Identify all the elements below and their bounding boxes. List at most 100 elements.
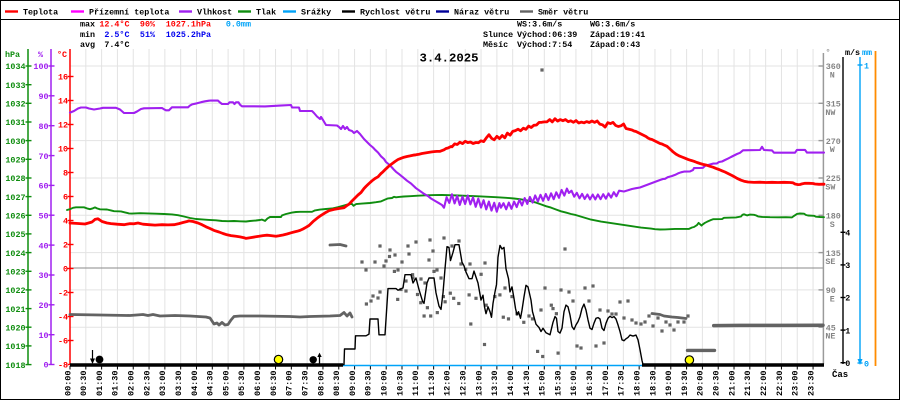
svg-text:135: 135 [826,249,841,259]
svg-text:Přízemní teplota: Přízemní teplota [89,8,169,18]
svg-text:07:30: 07:30 [300,370,310,396]
svg-text:-4: -4 [58,313,68,323]
svg-text:05:30: 05:30 [237,370,247,396]
svg-text:13:30: 13:30 [490,370,500,396]
svg-text:max: max [80,20,95,30]
svg-text:Směr větru: Směr větru [538,8,588,18]
svg-text:min: min [80,30,95,40]
svg-text:1025.2hPa: 1025.2hPa [166,30,211,40]
svg-text:0: 0 [43,361,48,371]
svg-text:11:30: 11:30 [427,370,437,396]
svg-text:NW: NW [825,108,836,118]
svg-text:E: E [830,294,835,304]
svg-text:S: S [830,220,835,230]
svg-text:Východ:06:39: Východ:06:39 [517,30,577,40]
svg-text:6: 6 [63,193,68,203]
svg-text:1032: 1032 [5,100,25,110]
svg-text:16:00: 16:00 [569,370,579,396]
svg-text:23:30: 23:30 [806,370,816,396]
svg-text:SE: SE [825,257,835,267]
svg-text:1020: 1020 [5,323,25,333]
svg-text:22:30: 22:30 [775,370,785,396]
svg-text:02:30: 02:30 [142,370,152,396]
svg-text:16: 16 [58,73,68,83]
svg-text:01:00: 01:00 [95,370,105,396]
svg-text:Náraz větru: Náraz větru [454,8,509,18]
svg-text:2: 2 [845,294,850,304]
svg-text:08:00: 08:00 [316,370,326,396]
svg-text:1025: 1025 [5,230,25,240]
svg-text:-8: -8 [58,361,68,371]
svg-text:Západ:0:43: Západ:0:43 [590,40,640,50]
svg-text:Srážky: Srážky [301,8,331,18]
svg-text:Vlhkost: Vlhkost [197,8,232,18]
svg-text:Teplota: Teplota [23,8,58,18]
svg-text:08:30: 08:30 [332,370,342,396]
svg-text:12:30: 12:30 [459,370,469,396]
svg-text:23:00: 23:00 [791,370,801,396]
svg-text:Měsíc: Měsíc [483,40,508,50]
svg-text:1022: 1022 [5,286,25,296]
svg-text:225: 225 [826,174,841,184]
svg-text:SW: SW [825,183,836,193]
svg-text:2.5°C: 2.5°C [104,30,129,40]
svg-text:16:30: 16:30 [585,370,595,396]
svg-text:1027: 1027 [5,193,25,203]
svg-text:06:00: 06:00 [253,370,263,396]
svg-text:12:00: 12:00 [443,370,453,396]
svg-text:18:00: 18:00 [632,370,642,396]
svg-text:19:00: 19:00 [664,370,674,396]
svg-text:14:00: 14:00 [506,370,516,396]
svg-text:0.0mm: 0.0mm [226,20,251,30]
svg-text:7.4°C: 7.4°C [104,40,129,50]
svg-text:70: 70 [38,152,48,162]
svg-text:315: 315 [826,100,841,110]
svg-text:20: 20 [38,301,48,311]
svg-text:Východ:7:54: Východ:7:54 [517,40,572,50]
svg-text:40: 40 [38,241,48,251]
svg-text:Tlak: Tlak [256,8,276,18]
svg-text:°C: °C [57,50,67,60]
svg-text:avg: avg [80,40,95,50]
svg-text:12.4°C: 12.4°C [99,20,129,30]
svg-text:13:00: 13:00 [474,370,484,396]
svg-text:1: 1 [845,326,850,336]
svg-text:180: 180 [826,212,841,222]
svg-text:N: N [830,71,835,81]
svg-text:00:30: 00:30 [79,370,89,396]
svg-text:0: 0 [845,359,850,369]
svg-text:09:30: 09:30 [364,370,374,396]
svg-text:10:30: 10:30 [395,370,405,396]
svg-text:10:00: 10:00 [380,370,390,396]
svg-text:360: 360 [826,62,841,72]
svg-text:12: 12 [58,121,68,131]
svg-text:10: 10 [58,145,68,155]
svg-text:1030: 1030 [5,137,25,147]
svg-text:1021: 1021 [5,305,25,315]
svg-text:3.4.2025: 3.4.2025 [419,52,478,66]
svg-text:mm: mm [862,48,872,58]
svg-text:1028: 1028 [5,174,25,184]
svg-text:8: 8 [63,169,68,179]
svg-text:Slunce: Slunce [483,30,513,40]
svg-text:NE: NE [825,332,835,342]
svg-text:14:30: 14:30 [522,370,532,396]
svg-text:270: 270 [826,137,841,147]
svg-text:1019: 1019 [5,342,25,352]
svg-text:3: 3 [845,261,850,271]
svg-text:1033: 1033 [5,81,25,91]
svg-text:21:00: 21:00 [727,370,737,396]
svg-text:09:00: 09:00 [348,370,358,396]
svg-text:04:30: 04:30 [206,370,216,396]
svg-text:1023: 1023 [5,268,25,278]
svg-text:80: 80 [38,122,48,132]
svg-text:1024: 1024 [5,249,25,259]
svg-text:20:30: 20:30 [712,370,722,396]
svg-text:Rychlost větru: Rychlost větru [360,8,430,18]
svg-text:2: 2 [63,241,68,251]
svg-text:1029: 1029 [5,156,25,166]
svg-text:90: 90 [38,92,48,102]
svg-text:1: 1 [864,62,869,72]
svg-text:0: 0 [63,265,68,275]
svg-text:WS:3.6m/s: WS:3.6m/s [517,20,562,30]
